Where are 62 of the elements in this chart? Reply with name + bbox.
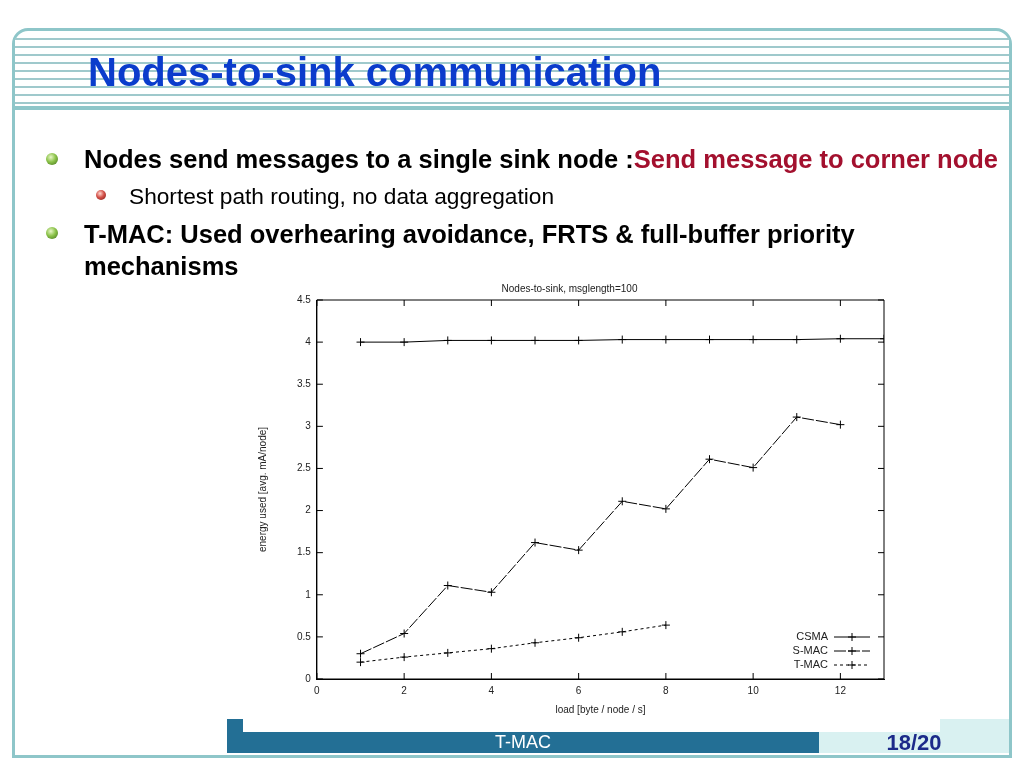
- point: [661, 335, 671, 345]
- y-tick-label: 1.5: [297, 546, 312, 558]
- x-tick-label: 2: [401, 684, 408, 696]
- legend-label: T-MAC: [793, 658, 829, 671]
- point: [356, 337, 366, 347]
- point: [443, 335, 453, 345]
- y-tick-label: 2: [305, 504, 312, 516]
- y-tick-label: 0: [305, 672, 312, 684]
- point: [399, 652, 409, 662]
- point: [835, 420, 845, 430]
- point: [574, 545, 584, 555]
- point: [792, 335, 802, 345]
- point: [748, 463, 758, 473]
- point: [486, 587, 496, 597]
- point: [399, 629, 409, 639]
- y-tick-label: 3.5: [297, 377, 312, 389]
- point: [617, 335, 627, 345]
- point: [443, 581, 453, 591]
- y-tick-label: 4.5: [297, 293, 312, 305]
- x-tick-label: 0: [314, 684, 321, 696]
- text: 18/20: [885, 730, 943, 755]
- y-tick-label: 1: [305, 588, 312, 600]
- x-tick-label: 10: [747, 684, 760, 696]
- legend-label: CSMA: [796, 630, 829, 643]
- point: [443, 648, 453, 658]
- point: [705, 335, 715, 345]
- text: T-MAC: Used overhearing avoidance, FRTS & full-buffer priority mechanisms: [84, 220, 855, 280]
- x-tick-label: 8: [663, 684, 670, 696]
- point: [399, 337, 409, 347]
- point: [574, 633, 584, 643]
- y-tick-label: 3: [305, 420, 312, 432]
- point: [356, 649, 366, 659]
- text: Shortest path routing, no data aggregation: [129, 182, 555, 210]
- point: [530, 538, 540, 548]
- point: [530, 335, 540, 345]
- point: [705, 454, 715, 464]
- x-axis-title: load [byte / node / s]: [555, 703, 646, 715]
- chart-subtitle: Nodes-to-sink, msglength=100: [501, 282, 638, 294]
- x-tick-label: 12: [834, 684, 847, 696]
- point: [486, 644, 496, 654]
- text: Nodes send messages to a single sink node :: [84, 145, 634, 173]
- chart-title: Nodes-to-sink communication: [88, 49, 662, 96]
- point: [748, 335, 758, 345]
- point: [486, 335, 496, 345]
- point: [356, 657, 366, 667]
- point: [617, 627, 627, 637]
- point: [530, 638, 540, 648]
- point: [661, 504, 671, 514]
- y-tick-label: 4: [305, 335, 312, 347]
- x-tick-label: 6: [575, 684, 582, 696]
- text: T-MAC: [494, 732, 552, 753]
- point: [617, 496, 627, 506]
- point: [574, 335, 584, 345]
- y-axis-title: energy used [avg. mA/node]: [256, 426, 268, 553]
- y-tick-label: 2.5: [297, 462, 312, 474]
- legend-label: S-MAC: [792, 644, 829, 657]
- point: [661, 620, 671, 630]
- point: [792, 412, 802, 422]
- y-tick-label: 0.5: [297, 630, 312, 642]
- x-tick-label: 4: [488, 684, 495, 696]
- text: Send message to corner node: [633, 145, 999, 173]
- point: [835, 334, 845, 344]
